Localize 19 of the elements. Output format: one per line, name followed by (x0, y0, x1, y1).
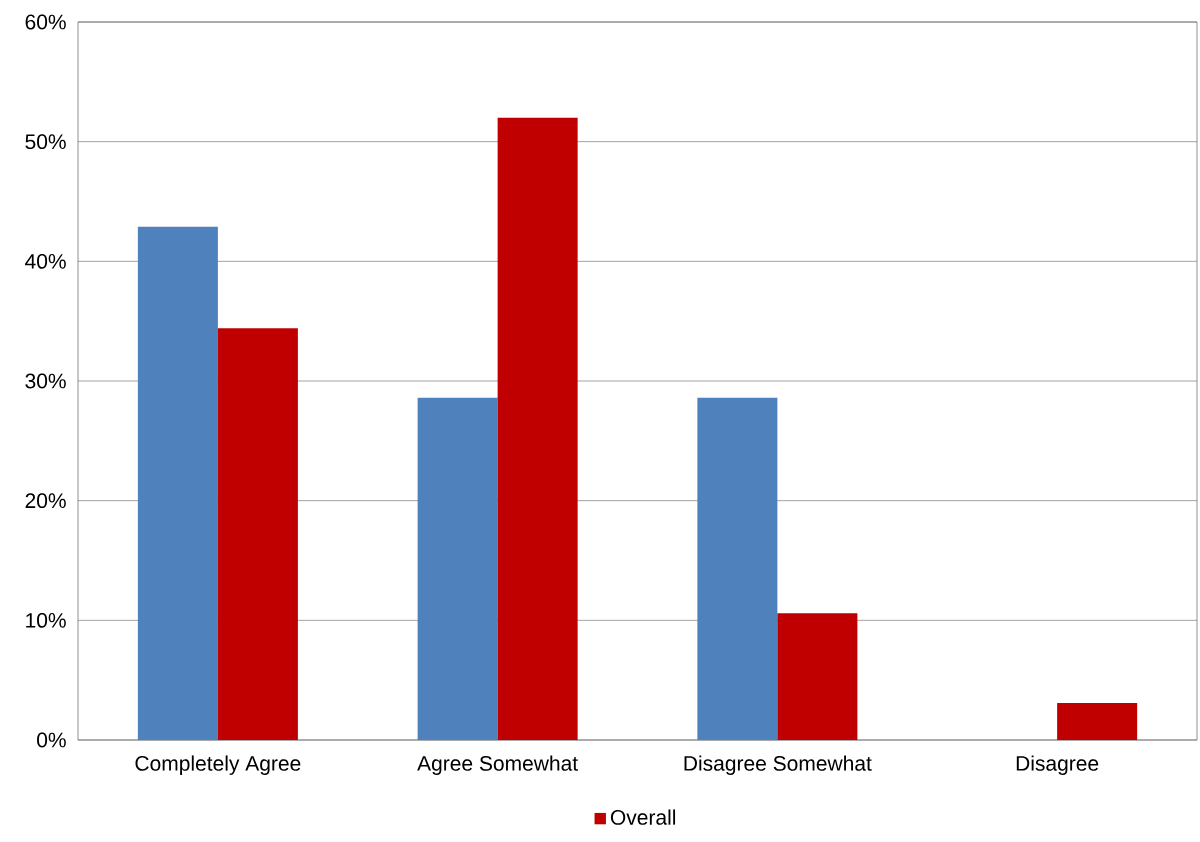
y-tick-label: 60% (25, 14, 66, 30)
x-tick-label: Agree Somewhat (417, 755, 578, 775)
bar (417, 397, 498, 740)
y-tick-label: 50% (25, 134, 66, 150)
y-tick-label: 40% (25, 253, 66, 269)
x-tick-label: Completely Agree (135, 755, 301, 775)
legend-label: Overall (610, 809, 676, 825)
bar (777, 613, 858, 740)
bar (1057, 702, 1138, 740)
bar (217, 328, 298, 740)
x-tick-label: Disagree (1016, 755, 1099, 775)
bar (137, 226, 218, 740)
y-tick-label: 30% (25, 373, 66, 389)
y-tick-label: 0% (37, 732, 66, 748)
y-tick-label: 20% (25, 493, 66, 509)
bar (697, 397, 778, 740)
x-tick-label: Disagree Somewhat (684, 755, 872, 775)
bar (497, 117, 578, 740)
y-tick-label: 10% (26, 612, 66, 628)
